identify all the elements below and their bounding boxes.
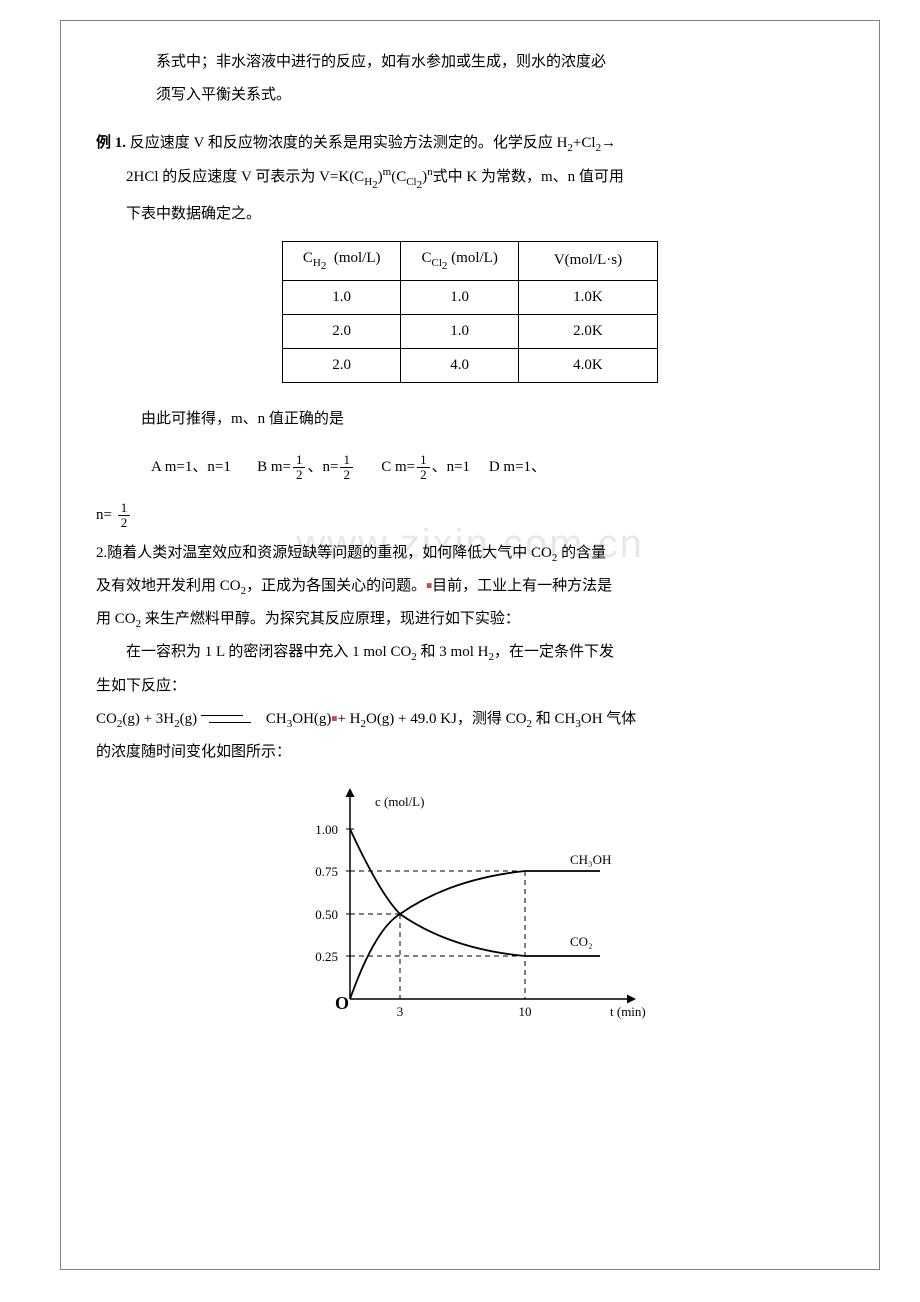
para2-line-1: 2.随着人类对温室效应和资源短缺等问题的重视，如何降低大气中 CO2 的含量 [96,537,844,570]
table-row: 2.0 4.0 4.0K [282,348,657,382]
para2-line-4: 在一容积为 1 L 的密闭容器中充入 1 mol CO2 和 3 mol H2，… [96,636,844,669]
para2-line-3: 用 CO2 来生产燃料甲醇。为探究其反应原理，现进行如下实验： [96,603,844,636]
document-page: 系式中；非水溶液中进行的反应，如有水参加或生成，则水的浓度必 须写入平衡关系式。… [60,20,880,1270]
table-cell: 1.0 [401,314,518,348]
table-cell: 1.0 [401,280,518,314]
option-d-part1: D m=1、 [489,459,546,475]
example-1-line-2: 2HCl 的反应速度 V 可表示为 V=K(CH2)m(CCl2)n式中 K 为… [96,160,844,197]
concentration-chart: 1.00 0.75 0.50 0.25 3 10 c (mol/L) t (mi… [96,779,844,1044]
example-1-text-2: +Cl [573,135,596,151]
table-header-row: CH2 (mol/L) CCl2 (mol/L) V(mol/L·s) [282,241,657,280]
para2-line-2: 及有效地开发利用 CO2，正成为各国关心的问题。■目前，工业上有一种方法是 [96,570,844,603]
option-b: B m=12、n=12 [257,459,355,475]
table-cell: 2.0 [282,314,401,348]
origin-label: O [335,993,349,1013]
formula-part-5: 式中 K 为常数，m、n 值可用 [433,169,624,185]
data-table: CH2 (mol/L) CCl2 (mol/L) V(mol/L·s) 1.0 … [282,241,658,383]
option-a: A m=1、n=1 [151,459,231,475]
x-axis-label: t (min) [610,1004,646,1019]
xtick-label: 10 [519,1004,532,1019]
formula-part-1: 2HCl 的反应速度 V 可表示为 V=K(C [126,169,364,185]
arrow-text: → [601,135,616,151]
table-header-3: V(mol/L·s) [518,241,657,280]
table-cell: 1.0K [518,280,657,314]
para2-line-5: 生如下反应： [96,670,844,703]
table-cell: 1.0 [282,280,401,314]
y-axis-label: c (mol/L) [375,794,424,809]
option-c: C m=12、n=1 [381,459,470,475]
table-cell: 4.0 [401,348,518,382]
example-1-label: 例 1. [96,135,126,151]
example-1-text-1: 反应速度 V 和反应物浓度的关系是用实验方法测定的。化学反应 H [126,135,567,151]
example-1-line-1: 例 1. 反应速度 V 和反应物浓度的关系是用实验方法测定的。化学反应 H2+C… [96,127,844,160]
chart-svg: 1.00 0.75 0.50 0.25 3 10 c (mol/L) t (mi… [280,779,660,1039]
series-label-co2: CO₂ [570,934,593,949]
options-line: A m=1、n=1 B m=12、n=12 C m=12、n=1 D m=1、 [96,451,844,484]
table-header-2: CCl2 (mol/L) [401,241,518,280]
example-1-line-3: 下表中数据确定之。 [96,198,844,231]
equation-line: CO2(g) + 3H2(g) CH3OH(g)■+ H2O(g) + 49.0… [96,703,844,736]
intro-line-2: 须写入平衡关系式。 [96,79,844,112]
intro-line-1: 系式中；非水溶液中进行的反应，如有水参加或生成，则水的浓度必 [96,46,844,79]
table-row: 1.0 1.0 1.0K [282,280,657,314]
table-cell: 2.0K [518,314,657,348]
ytick-label: 0.75 [315,864,338,879]
formula-part-3: (C [391,169,406,185]
table-cell: 2.0 [282,348,401,382]
ytick-label: 0.50 [315,907,338,922]
equilibrium-arrow-icon [201,712,251,726]
xtick-label: 3 [397,1004,404,1019]
series-label-ch3oh: CH₃OH [570,852,611,867]
conclusion-text: 由此可推得，m、n 值正确的是 [96,403,844,436]
ytick-label: 1.00 [315,822,338,837]
ytick-label: 0.25 [315,949,338,964]
table-row: 2.0 1.0 2.0K [282,314,657,348]
para2-line-7: 的浓度随时间变化如图所示： [96,736,844,769]
table-cell: 4.0K [518,348,657,382]
table-header-1: CH2 (mol/L) [282,241,401,280]
